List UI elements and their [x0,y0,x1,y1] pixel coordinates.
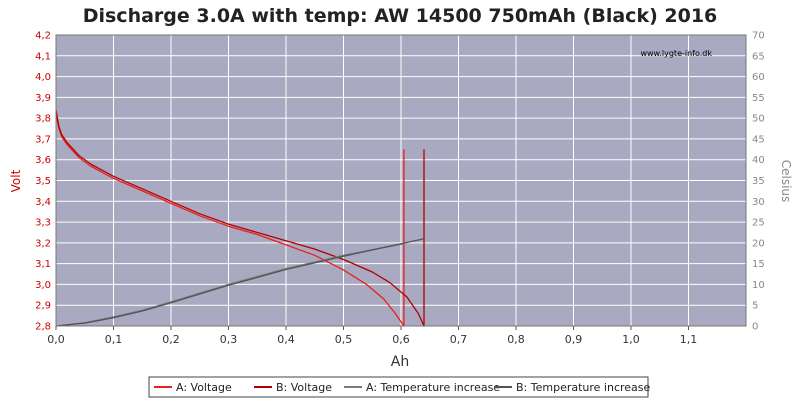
series-b-voltage-legend-label: B: Voltage [276,381,332,394]
y-right-tick-label: 65 [752,51,765,62]
y-left-tick-label: 3,5 [35,176,51,187]
y-right-tick-label: 30 [752,197,765,208]
y-right-tick-label: 10 [752,280,765,291]
x-axis-label: Ah [391,354,409,370]
y-right-tick-label: 15 [752,259,765,270]
series-a-voltage-legend-label: A: Voltage [176,381,232,394]
x-tick-label: 1,1 [680,333,698,346]
x-tick-label: 0,8 [507,333,525,346]
y-left-tick-label: 3,7 [35,134,51,145]
x-tick-label: 0,4 [277,333,295,346]
y-right-tick-label: 25 [752,218,765,229]
y-right-tick-label: 5 [752,301,758,312]
series-b-voltage-line [55,109,425,327]
y-axis-right-label: Celsius [779,160,793,203]
y-left-tick-label: 3,3 [35,218,51,229]
y-right-tick-label: 40 [752,155,765,166]
x-tick-label: 0,5 [335,333,353,346]
y-left-tick-label: 4,1 [35,51,51,62]
y-left-tick-label: 3,0 [35,280,51,291]
legend-box [148,376,649,398]
x-tick-label: 0,1 [105,333,123,346]
y-left-tick-label: 2,8 [35,322,51,333]
series-a-voltage-line [55,113,405,327]
x-tick-label: 0,2 [162,333,180,346]
y-right-tick-label: 60 [752,72,765,83]
y-right-tick-label: 50 [752,114,765,125]
y-left-tick-label: 3,1 [35,259,51,270]
x-tick-label: 0,0 [47,333,65,346]
y-left-tick-label: 3,4 [35,197,51,208]
y-right-tick-label: 35 [752,176,765,187]
series-a-temperature-legend-label: A: Temperature increase [366,381,500,394]
y-left-tick-label: 3,6 [35,155,51,166]
y-left-tick-label: 3,9 [35,93,51,104]
y-left-tick-label: 4,0 [35,72,51,83]
x-tick-label: 0,9 [565,333,583,346]
x-tick-label: 0,6 [392,333,410,346]
y-right-tick-label: 45 [752,134,765,145]
series-b-temperature-legend-label: B: Temperature increase [516,381,651,394]
y-left-tick-label: 3,2 [35,238,51,249]
y-right-tick-label: 70 [752,31,765,42]
y-left-tick-label: 2,9 [35,301,51,312]
chart-title: Discharge 3.0A with temp: AW 14500 750mA… [83,5,718,27]
y-right-tick-label: 20 [752,238,765,249]
legend: A: Voltage B: Voltage A: Temperature incre… [148,376,651,398]
y-right-tick-label: 0 [752,322,758,333]
plot-border [55,34,747,327]
x-tick-label: 0,3 [220,333,238,346]
x-tick-label: 0,7 [450,333,468,346]
y-axis-left-label: Volt [9,169,23,192]
y-right-tick-label: 55 [752,93,765,104]
x-tick-label: 1,0 [622,333,640,346]
y-left-tick-label: 3,8 [35,114,51,125]
grid [56,35,746,326]
series-b-temperature-line [55,238,425,327]
watermark-text: www.lygte-info.dk [640,49,712,58]
y-left-tick-label: 4,2 [35,31,51,42]
